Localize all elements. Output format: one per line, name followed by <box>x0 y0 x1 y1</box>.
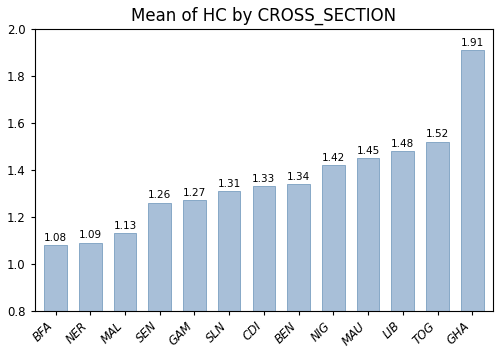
Bar <box>357 158 380 311</box>
Bar <box>218 191 240 311</box>
Text: 1.26: 1.26 <box>148 190 172 200</box>
Text: 1.09: 1.09 <box>78 230 102 240</box>
Bar <box>183 200 206 311</box>
Text: 1.13: 1.13 <box>114 221 136 231</box>
Bar <box>392 151 414 311</box>
Text: 1.33: 1.33 <box>252 174 276 184</box>
Bar <box>114 233 136 311</box>
Bar <box>461 50 483 311</box>
Bar <box>288 184 310 311</box>
Text: 1.27: 1.27 <box>183 188 206 198</box>
Text: 1.45: 1.45 <box>356 146 380 156</box>
Text: 1.31: 1.31 <box>218 179 241 189</box>
Text: 1.34: 1.34 <box>287 172 310 182</box>
Bar <box>44 245 67 311</box>
Text: 1.42: 1.42 <box>322 153 345 163</box>
Text: 1.48: 1.48 <box>391 139 414 149</box>
Bar <box>148 203 171 311</box>
Bar <box>79 242 102 311</box>
Title: Mean of HC by CROSS_SECTION: Mean of HC by CROSS_SECTION <box>132 7 396 25</box>
Bar <box>426 142 449 311</box>
Text: 1.08: 1.08 <box>44 233 67 242</box>
Text: 1.91: 1.91 <box>460 38 484 48</box>
Bar <box>252 186 275 311</box>
Bar <box>322 165 344 311</box>
Text: 1.52: 1.52 <box>426 130 449 140</box>
